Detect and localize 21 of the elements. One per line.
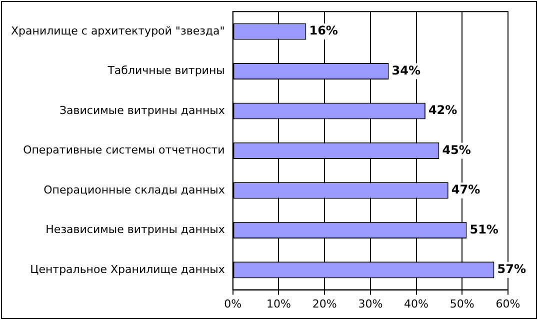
x-tick-label: 40% — [404, 297, 429, 310]
x-tick-label: 60% — [496, 297, 520, 310]
y-tick-label: Операционные склады данных — [44, 183, 226, 196]
data-label: 16% — [309, 24, 338, 38]
data-label: 34% — [392, 63, 420, 78]
y-tick-label: Хранилище с архитектурой "звезда" — [10, 24, 225, 38]
x-tick-label: 20% — [312, 297, 337, 310]
x-tick-label: 10% — [266, 297, 291, 310]
data-label: 51% — [470, 222, 498, 236]
y-tick-label: Оперативные системы отчетности — [23, 144, 225, 157]
data-label: 57% — [497, 262, 526, 276]
y-tick-label: Независимые витрины данных — [46, 223, 226, 236]
y-tick-label: Табличные витрины — [106, 64, 225, 78]
data-label: 42% — [428, 103, 458, 118]
x-tick-label: 30% — [358, 297, 383, 310]
x-tick-label: 50% — [450, 297, 474, 310]
y-tick-label: Зависимые витрины данных — [59, 104, 226, 117]
data-label: 47% — [451, 182, 480, 197]
y-tick-label: Центральное Хранилище данных — [30, 262, 226, 276]
x-tick-label: 0% — [224, 297, 242, 310]
data-label: 45% — [442, 142, 471, 157]
